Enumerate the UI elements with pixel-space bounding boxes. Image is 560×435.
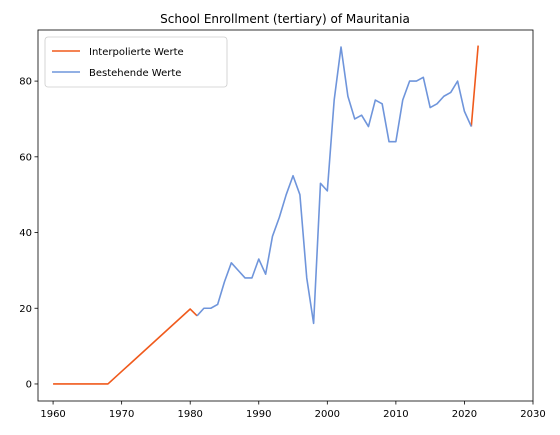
x-tick-label: 2000 [315,409,340,420]
x-tick-label: 1980 [177,409,202,420]
x-tick-label: 1970 [109,409,134,420]
x-tick-label: 1960 [40,409,65,420]
y-tick-label: 80 [19,77,32,88]
x-tick-label: 1990 [246,409,271,420]
series-line-existing [196,46,473,325]
y-tick-label: 60 [19,152,32,163]
y-tick-label: 20 [19,304,32,315]
axes-layer: 1960 1970 1980 1990 2000 2010 2020 2030 0 20 40 60 8… [19,29,546,420]
series-layer [53,45,479,385]
legend: Interpolierte Werte Bestehende Werte [44,36,228,88]
legend-label: Interpolierte Werte [89,47,184,58]
x-tick-label: 2020 [452,409,477,420]
x-tick-label: 2030 [520,409,545,420]
legend-label: Bestehende Werte [89,68,181,79]
x-tick-label: 2010 [383,409,408,420]
series-line-interpolated [53,45,479,385]
y-tick-label: 0 [26,379,32,390]
axes-frame [37,29,534,402]
y-tick-label: 40 [19,228,32,239]
legend-box [44,36,228,88]
chart-title: School Enrollment (tertiary) of Mauritan… [160,12,410,26]
